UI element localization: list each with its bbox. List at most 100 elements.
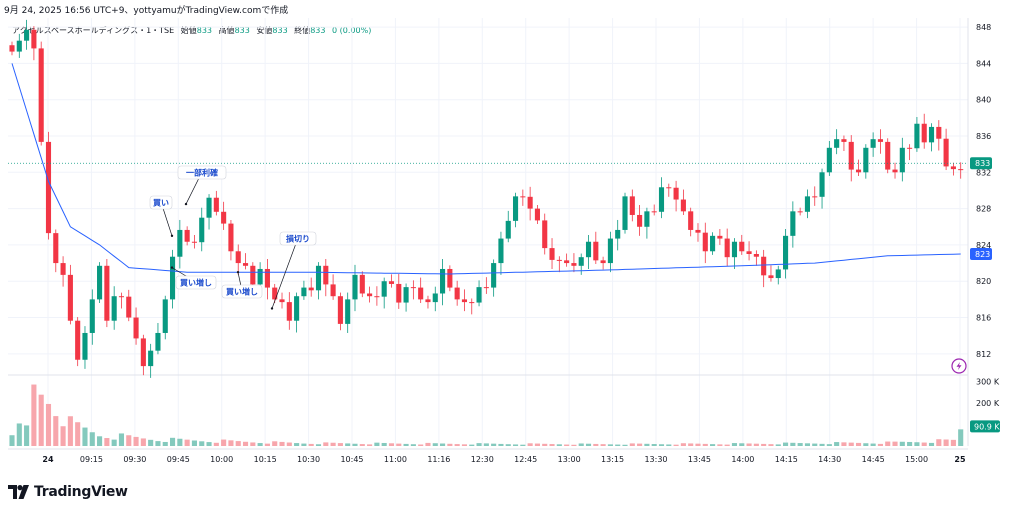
candle — [191, 234, 197, 249]
candle — [374, 286, 380, 306]
candle — [469, 298, 475, 315]
volume-bars — [9, 384, 964, 446]
candle — [505, 210, 511, 243]
volume-bar — [658, 444, 665, 446]
candle — [323, 258, 329, 297]
candle — [680, 189, 686, 215]
candle — [695, 223, 701, 242]
close-value: 833 — [310, 26, 326, 35]
candle — [491, 259, 497, 297]
volume-bar — [666, 444, 672, 446]
candle — [885, 138, 891, 174]
volume-bar — [841, 442, 847, 446]
volume-bar — [746, 443, 752, 446]
volume-bar — [710, 444, 716, 446]
volume-bar — [768, 444, 774, 446]
volume-bar — [418, 444, 424, 446]
candle — [162, 295, 168, 340]
lightning-icon[interactable] — [951, 358, 967, 374]
annotation-label: 買い増し — [180, 278, 212, 288]
annotation-callout[interactable]: 一部利確 — [177, 165, 227, 206]
volume-bar — [381, 442, 387, 446]
annotation-callout[interactable]: 買い増し — [170, 266, 217, 290]
price-tick-label: 848 — [976, 23, 991, 32]
annotation-callout[interactable]: 買い増し — [221, 270, 263, 299]
candle — [447, 265, 453, 292]
volume-bar — [505, 444, 511, 446]
volume-bar — [337, 443, 343, 446]
time-tick-label: 09:15 — [80, 455, 103, 464]
candle — [264, 258, 270, 300]
candle — [615, 219, 621, 251]
candle — [870, 132, 876, 157]
candle — [308, 277, 314, 297]
volume-bar — [440, 443, 446, 446]
candle — [877, 129, 883, 154]
volume-bar — [702, 443, 708, 446]
volume-bar — [527, 443, 533, 446]
candle — [177, 219, 183, 269]
candle — [644, 207, 650, 239]
volume-bar — [491, 443, 497, 446]
price-tick-label: 832 — [976, 168, 991, 177]
volume-bar — [695, 443, 701, 446]
price-axis[interactable]: 848 844 840 836 832 828 824 820 816 812 — [976, 23, 991, 359]
volume-bar — [162, 441, 168, 446]
candle — [148, 343, 154, 378]
volume-bar — [133, 436, 139, 446]
time-axis[interactable]: 24 09:15 09:30 09:45 10:00 10:15 10:30 10:45 11:… — [42, 455, 966, 464]
annotation-callout[interactable]: 買い — [149, 195, 174, 238]
volume-bar — [118, 433, 125, 446]
candle — [593, 231, 599, 264]
candle — [622, 192, 628, 234]
volume-bar — [783, 442, 789, 446]
last-volume-tag: 90.9 K — [970, 420, 1000, 433]
candle — [724, 228, 730, 267]
volume-bar — [447, 443, 453, 446]
volume-bar — [717, 444, 723, 446]
annotation-label: 買い増し — [226, 287, 258, 297]
candle — [702, 222, 708, 264]
volume-bar — [542, 443, 548, 446]
logo-text: TradingView — [34, 484, 128, 500]
vwap-tag: 823 — [970, 248, 992, 260]
candle — [345, 292, 351, 333]
candle — [126, 289, 132, 322]
candle — [38, 41, 44, 146]
candle — [578, 253, 584, 275]
volume-bar — [892, 441, 898, 446]
volume-bar — [928, 442, 935, 446]
candle — [16, 33, 22, 58]
open-value: 833 — [196, 26, 213, 35]
volume-bar — [512, 444, 519, 446]
candle — [45, 131, 52, 240]
volume-tick-label: 300 K — [976, 377, 1000, 386]
volume-bar — [403, 443, 409, 446]
volume-bar — [914, 442, 920, 446]
price-tick-label: 820 — [976, 277, 991, 286]
candle — [31, 26, 37, 61]
volume-bar — [89, 432, 95, 446]
candle — [155, 322, 161, 355]
annotation-label: 損切り — [286, 234, 310, 244]
candle — [97, 262, 103, 304]
candle — [783, 229, 789, 279]
price-tick-label: 828 — [976, 205, 991, 214]
time-tick-label: 13:45 — [688, 455, 711, 464]
volume-bar — [921, 442, 927, 446]
volume-bar — [16, 423, 22, 446]
tradingview-logo[interactable]: TradingView — [8, 483, 128, 501]
symbol-name[interactable]: アクセルスペースホールディングス・1・TSE — [12, 26, 175, 35]
low-label: 安値 — [256, 26, 273, 35]
candle — [454, 280, 460, 306]
volume-bar — [301, 443, 307, 446]
annotation-callout[interactable]: 損切り — [270, 231, 317, 310]
candle — [140, 334, 146, 376]
candle — [410, 280, 416, 300]
volume-bar — [476, 443, 482, 446]
candle — [746, 241, 752, 261]
candle — [213, 190, 219, 216]
time-tick-label: 10:15 — [254, 455, 277, 464]
